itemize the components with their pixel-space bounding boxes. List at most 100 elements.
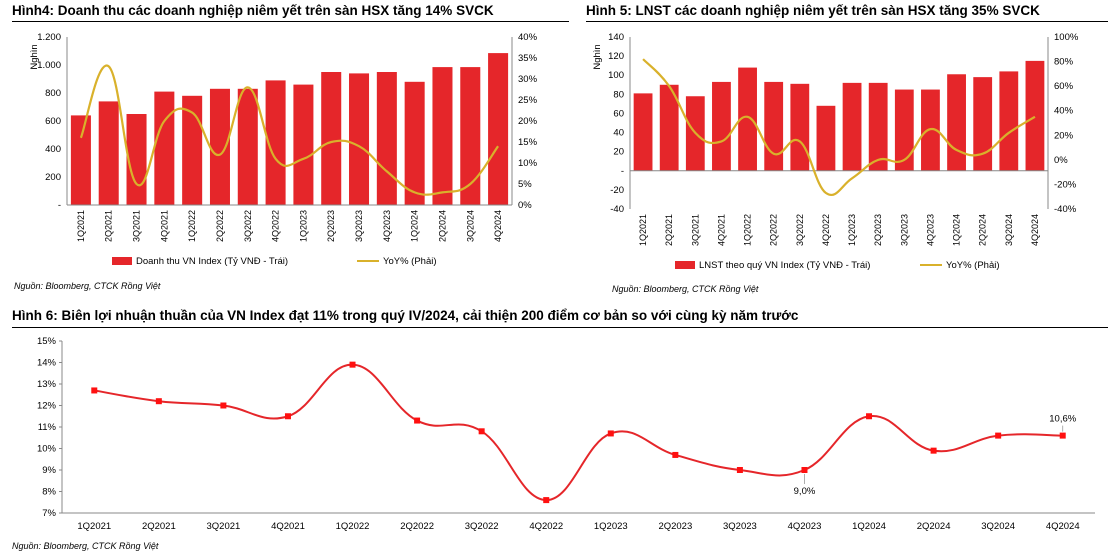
bar — [321, 72, 342, 205]
margin-point — [543, 497, 550, 504]
x-tick-label: 1Q2023 — [847, 214, 857, 246]
y-tick-label: 13% — [37, 379, 57, 390]
margin-point — [801, 467, 808, 473]
margin-point — [672, 451, 679, 458]
bar — [70, 115, 91, 205]
x-tick-label: 2Q2023 — [873, 214, 883, 246]
y-tick-label: 7% — [42, 508, 56, 519]
yoy-line — [79, 64, 499, 196]
y2-tick-label: 20% — [1054, 130, 1074, 141]
y-tick-label: 1.000 — [37, 60, 61, 71]
y-tick-label: 600 — [45, 116, 61, 127]
x-tick-label: 1Q2024 — [410, 210, 420, 242]
x-tick-label: 4Q2021 — [271, 521, 305, 532]
bar — [894, 89, 914, 171]
margin-point — [866, 413, 873, 420]
bar — [947, 74, 966, 171]
fig6-source: Nguồn: Bloomberg, CTCK Rồng Việt — [12, 541, 159, 551]
x-tick-label: 2Q2021 — [104, 210, 114, 242]
x-tick-label: 3Q2023 — [354, 210, 364, 242]
x-tick-label: 1Q2024 — [952, 214, 962, 246]
x-tick-label: 3Q2024 — [1004, 214, 1014, 246]
x-tick-label: 3Q2022 — [465, 521, 499, 532]
x-tick-label: 3Q2024 — [981, 521, 1015, 532]
x-tick-label: 2Q2023 — [326, 210, 336, 242]
y-tick-label: 400 — [45, 144, 61, 155]
x-tick-label: 4Q2021 — [716, 214, 726, 246]
y2-tick-label: -40% — [1054, 204, 1077, 215]
x-tick-label: 1Q2021 — [638, 214, 648, 246]
bar — [488, 53, 509, 205]
x-tick-label: 4Q2024 — [493, 210, 503, 242]
y-tick-label: 11% — [38, 422, 57, 433]
fig4-source: Nguồn: Bloomberg, CTCK Rồng Việt — [14, 281, 161, 291]
y2-tick-label: 40% — [1054, 106, 1074, 117]
x-tick-label: 1Q2021 — [76, 210, 86, 242]
fig4-chart: - 200 400 600 800 1.000 1.200 0% 5% 10% 15% 20% 25% 3… — [29, 32, 538, 267]
bar — [659, 84, 679, 171]
x-tick-label: 1Q2021 — [77, 521, 111, 532]
bar — [816, 105, 836, 171]
yoy-line — [642, 58, 1036, 196]
y-tick-label: -20 — [610, 185, 624, 196]
margin-line — [94, 363, 1063, 502]
x-tick-label: 1Q2022 — [743, 214, 753, 246]
x-tick-label: 2Q2024 — [437, 210, 447, 242]
margin-point — [349, 361, 356, 368]
x-tick-label: 1Q2022 — [187, 210, 197, 242]
x-tick-label: 4Q2022 — [821, 214, 831, 246]
y-tick-label: 9% — [42, 465, 56, 476]
x-tick-label: 3Q2023 — [899, 214, 909, 246]
margin-point — [414, 417, 421, 424]
y-axis-title: Nghìn — [29, 44, 40, 69]
bar — [237, 88, 258, 205]
y-axis-title: Nghìn — [592, 44, 603, 69]
margin-point — [478, 428, 485, 435]
x-tick-label: 2Q2023 — [658, 521, 692, 532]
y2-tick-label: 0% — [518, 200, 532, 211]
bar — [98, 101, 119, 205]
y-tick-label: 200 — [45, 172, 61, 183]
y-tick-label: 12% — [37, 401, 57, 412]
y2-tick-label: 100% — [1054, 32, 1079, 43]
data-label: 9,0% — [794, 486, 816, 497]
x-tick-label: 4Q2024 — [1030, 214, 1040, 246]
y-tick-label: 80 — [613, 89, 624, 100]
y-tick-label: 14% — [37, 358, 57, 369]
legend-bar-swatch — [112, 257, 132, 265]
y-tick-label: 20 — [613, 147, 624, 158]
fig4-title: Hình4: Doanh thu các doanh nghiệp niêm y… — [12, 3, 494, 18]
bar — [712, 81, 731, 171]
y-tick-label: 60 — [613, 108, 624, 119]
fig5-title: Hình 5: LNST các doanh nghiệp niêm yết t… — [586, 3, 1040, 18]
x-tick-label: 2Q2022 — [400, 521, 434, 532]
x-tick-label: 1Q2023 — [298, 210, 308, 242]
y2-tick-label: 20% — [518, 116, 538, 127]
margin-point — [284, 413, 291, 420]
y-tick-label: 100 — [608, 70, 624, 81]
y2-tick-label: 40% — [518, 32, 538, 43]
x-tick-label: 3Q2024 — [465, 210, 475, 242]
y2-tick-label: -20% — [1054, 179, 1077, 190]
y-tick-label: -40 — [610, 204, 624, 215]
x-tick-label: 4Q2022 — [271, 210, 281, 242]
legend-bar-label: Doanh thu VN Index (Tỷ VNĐ - Trái) — [136, 256, 288, 267]
y-tick-label: 40 — [613, 128, 624, 139]
y-tick-label: - — [58, 200, 61, 211]
y2-tick-label: 80% — [1054, 57, 1074, 68]
x-tick-label: 1Q2023 — [594, 521, 628, 532]
fig6-chart: 7% 8% 9% 10% 11% 12% 13% 14% 15% 1Q2021 2Q2021 3Q20… — [37, 336, 1095, 532]
bar — [349, 73, 370, 206]
bar — [376, 72, 397, 205]
margin-point — [607, 430, 614, 437]
x-tick-label: 1Q2022 — [336, 521, 370, 532]
margin-point — [155, 398, 162, 405]
x-tick-label: 3Q2022 — [243, 210, 253, 242]
bar — [432, 67, 453, 205]
fig5-title-rule — [586, 21, 1108, 22]
bar — [460, 67, 481, 205]
bar — [293, 84, 314, 205]
fig6-title-rule — [12, 327, 1108, 328]
legend-bar-swatch — [675, 261, 695, 269]
bar — [999, 71, 1019, 171]
